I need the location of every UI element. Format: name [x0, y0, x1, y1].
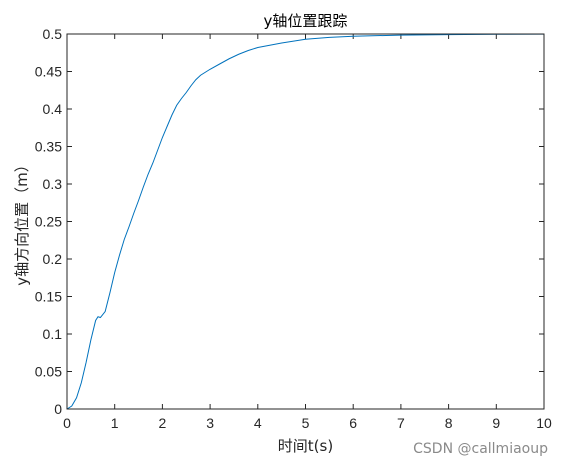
- x-tick-label: 6: [349, 415, 357, 431]
- x-tick-label: 5: [302, 415, 310, 431]
- watermark-text: CSDN @callmiaoup: [413, 441, 548, 457]
- series-line: [66, 33, 545, 410]
- y-tick-label: 0.45: [35, 64, 62, 80]
- chart-title: y轴位置跟踪: [264, 12, 348, 30]
- y-tick-label: 0.05: [35, 364, 62, 380]
- x-tick-label: 7: [397, 415, 405, 431]
- x-tick-label: 3: [206, 415, 214, 431]
- x-axis-label: 时间t(s): [278, 437, 333, 455]
- x-tick-label: 0: [63, 415, 71, 431]
- x-tick-label: 9: [492, 415, 500, 431]
- x-tick-label: 2: [159, 415, 167, 431]
- x-tick-label: 10: [536, 415, 552, 431]
- y-tick-label: 0.35: [35, 139, 62, 155]
- plot-area: [67, 34, 544, 409]
- x-tick-label: 8: [445, 415, 453, 431]
- x-tick-labels: 0 1 2 3 4 5 6 7 8 9 10: [63, 415, 552, 431]
- y-tick-label: 0.1: [43, 326, 63, 342]
- y-tick-labels: 0 0.05 0.1 0.15 0.2 0.25 0.3 0.35 0.4 0.45 0.5: [35, 26, 62, 417]
- y-tick-label: 0.25: [35, 214, 62, 230]
- y-tick-label: 0.15: [35, 289, 62, 305]
- x-tick-label: 4: [254, 415, 262, 431]
- y-tick-label: 0.2: [43, 251, 63, 267]
- y-tick-label: 0.5: [43, 26, 63, 42]
- axes-box: [66, 33, 545, 410]
- y-tick-label: 0.3: [43, 176, 63, 192]
- y-tick-label: 0.4: [43, 101, 63, 117]
- y-tick-label: 0: [54, 401, 62, 417]
- y-axis-label: y轴方向位置（m）: [13, 157, 31, 286]
- x-tick-label: 1: [111, 415, 119, 431]
